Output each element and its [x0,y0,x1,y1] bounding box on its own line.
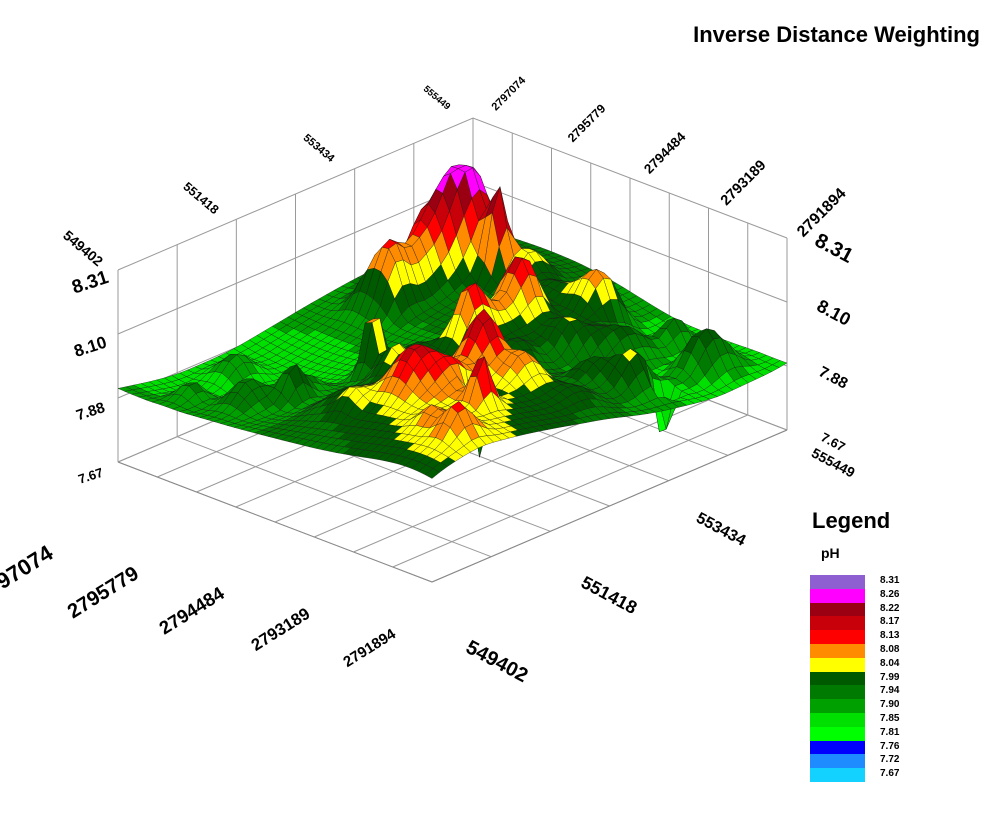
legend-item: 7.85 [810,712,920,727]
legend-swatch [810,671,865,686]
surface-mesh [117,164,788,479]
legend-item: 7.72 [810,754,920,769]
grid-line [392,414,748,568]
legend-label: 7.67 [880,768,900,780]
legend-swatch [810,712,865,727]
legend-item: 8.26 [810,588,920,603]
legend-swatch [810,588,865,603]
tick-label: 2797074 [489,74,528,113]
tick-label: 551418 [180,179,221,217]
legend-item: 7.67 [810,768,920,782]
tick-label: 8.10 [814,296,854,330]
legend-item: 8.17 [810,616,920,631]
legend-label: 8.22 [880,602,900,614]
tick-label: 2797074 [0,540,58,607]
box-front-edges [117,429,788,583]
legend-swatch [810,740,865,755]
legend-swatch [810,657,865,672]
legend-swatch [810,726,865,741]
legend-label: 8.17 [880,616,900,628]
box-edge [117,461,433,583]
legend-swatch [810,602,865,617]
legend-title: Legend [812,508,891,533]
legend-swatch [810,630,865,644]
box-edge [431,429,788,583]
legend-label: 8.26 [880,588,900,600]
legend-item: 8.08 [810,643,920,658]
tick-label: 553434 [693,510,748,550]
tick-label: 7.88 [816,363,851,392]
legend-item: 7.94 [810,685,920,700]
legend-label: 8.08 [880,643,900,655]
legend-variable: pH [821,545,840,561]
legend-swatch [810,643,865,658]
legend-label: 8.04 [880,657,900,669]
legend-label: 7.85 [880,712,900,724]
tick-label: 2795779 [64,563,143,624]
legend-label: 7.81 [880,726,900,738]
legend-item: 7.81 [810,726,920,741]
legend-item: 8.22 [810,602,920,617]
legend-label: 7.72 [880,754,900,766]
legend-item: 8.31 [810,575,920,589]
surface-cell [424,468,441,479]
legend-swatch [810,754,865,769]
legend-label: 7.94 [880,685,900,697]
legend-item: 8.13 [810,630,920,644]
legend-item: 7.90 [810,699,920,713]
legend-swatch [810,685,865,700]
legend-label: 7.76 [880,740,900,752]
legend-item: 8.04 [810,657,920,672]
tick-label: 549402 [60,227,106,269]
tick-label: 7.67 [76,465,105,487]
tick-label: 8.31 [811,229,857,268]
legend-label: 8.13 [880,630,900,642]
chart-title: Inverse Distance Weighting [693,22,980,47]
tick-label: 7.88 [74,399,107,424]
legend-item: 7.99 [810,671,920,686]
tick-label: 2793189 [718,157,769,208]
tick-label: 2794484 [641,129,689,177]
legend-label: 7.99 [880,671,900,683]
legend-swatch [810,575,865,589]
legend-label: 8.31 [880,575,900,586]
tick-label: 2794484 [155,582,228,639]
grid-line [353,399,709,553]
legend-swatch [810,699,865,713]
tick-label: 8.10 [72,333,109,361]
tick-label: 553434 [301,132,338,165]
tick-label: 549402 [462,636,531,687]
legend-label: 7.90 [880,699,900,711]
legend-swatch [810,616,865,631]
tick-label: 555449 [421,84,452,113]
grid-line [117,117,788,271]
legend-swatch [810,768,865,782]
tick-label: 2795779 [565,101,609,145]
tick-label: 551418 [578,572,640,618]
legend: 8.31 8.26 8.22 8.17 8.13 8.08 8.04 7.99 7.94 7.90… [810,575,920,782]
legend-item: 7.76 [810,740,920,755]
tick-label: 8.31 [69,267,111,299]
tick-label: 2791894 [340,625,399,671]
tick-label: 2793189 [248,604,313,655]
